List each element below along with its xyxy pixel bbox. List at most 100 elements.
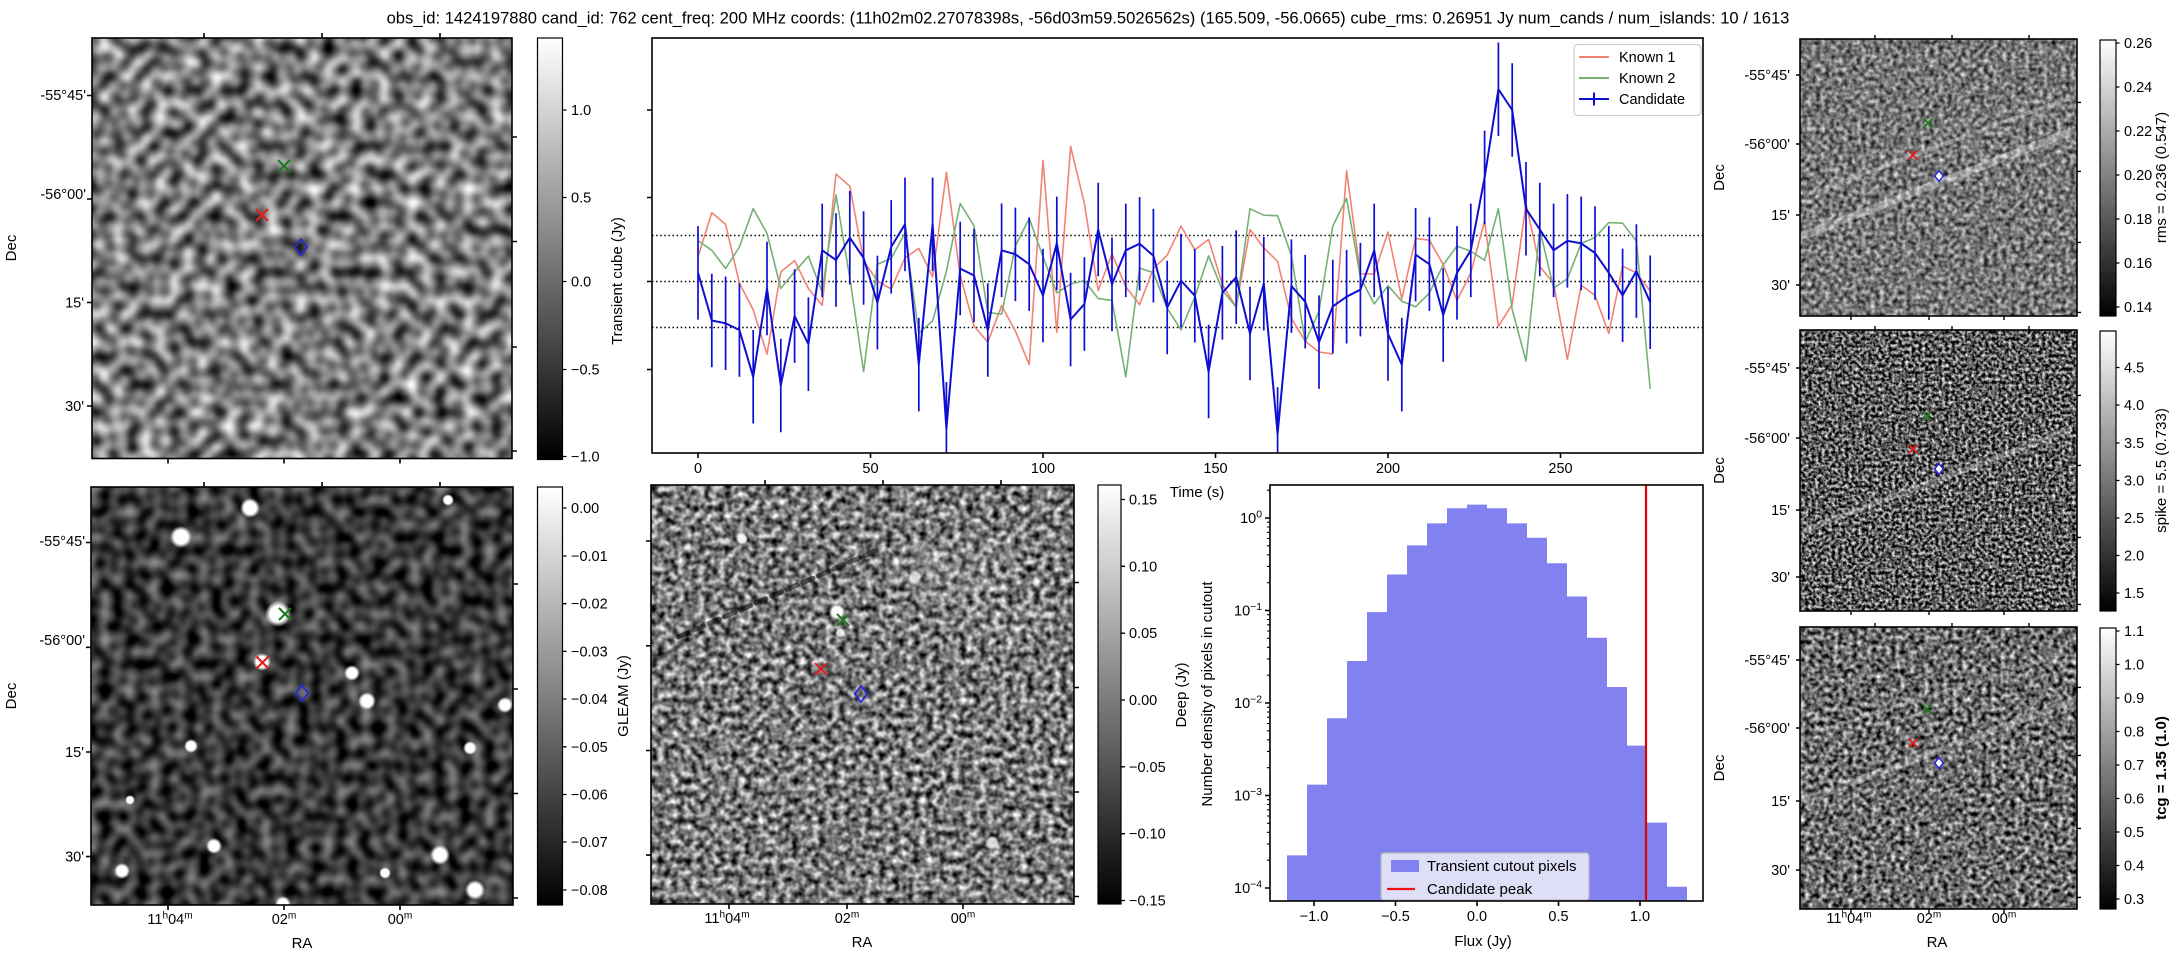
svg-text:1.0: 1.0 [571, 103, 591, 119]
svg-text:-56°00': -56°00' [40, 187, 86, 203]
svg-text:−0.02: −0.02 [571, 597, 608, 613]
svg-text:1.0: 1.0 [1630, 909, 1650, 925]
svg-text:0.26: 0.26 [2124, 36, 2152, 52]
svg-text:1.0: 1.0 [2124, 658, 2144, 674]
svg-text:-55°45': -55°45' [39, 534, 85, 550]
svg-text:Dec: Dec [1711, 164, 1728, 191]
svg-text:−0.01: −0.01 [571, 549, 608, 565]
svg-text:0.0: 0.0 [1467, 909, 1487, 925]
svg-text:Transient cube (Jy): Transient cube (Jy) [609, 217, 626, 345]
svg-text:00m​: 00m​ [951, 910, 976, 928]
svg-text:30': 30' [1771, 570, 1790, 586]
svg-text:0.5: 0.5 [571, 191, 591, 207]
svg-text:−0.5: −0.5 [571, 363, 600, 379]
svg-text:2.0: 2.0 [2124, 549, 2144, 565]
svg-text:-56°00': -56°00' [1744, 721, 1790, 737]
svg-text:Flux (Jy): Flux (Jy) [1454, 933, 1512, 950]
svg-text:30': 30' [65, 850, 84, 866]
svg-text:2.5: 2.5 [2124, 511, 2144, 527]
svg-text:15': 15' [1771, 208, 1790, 224]
svg-text:00m​: 00m​ [1992, 910, 2017, 928]
svg-text:30': 30' [1771, 278, 1790, 294]
svg-text:11h​04m​: 11h​04m​ [704, 910, 749, 928]
svg-text:obs_id: 1424197880 cand_id: 76: obs_id: 1424197880 cand_id: 762 cent_fre… [387, 9, 1790, 28]
svg-text:30': 30' [1771, 863, 1790, 879]
svg-text:100: 100 [1031, 461, 1055, 477]
svg-text:-55°45': -55°45' [40, 88, 86, 104]
svg-text:0.3: 0.3 [2124, 892, 2144, 908]
svg-text:−0.15: −0.15 [1129, 894, 1166, 910]
svg-text:Deep (Jy): Deep (Jy) [1173, 662, 1190, 727]
svg-text:0.14: 0.14 [2124, 300, 2152, 316]
svg-text:Dec: Dec [3, 234, 20, 261]
svg-text:15': 15' [1771, 503, 1790, 519]
svg-text:−0.05: −0.05 [571, 740, 608, 756]
svg-text:1.5: 1.5 [2124, 586, 2144, 602]
svg-text:−0.03: −0.03 [571, 644, 608, 660]
svg-text:tcg = 1.35 (1.0): tcg = 1.35 (1.0) [2153, 716, 2170, 820]
svg-text:Dec: Dec [3, 682, 20, 709]
svg-text:30': 30' [65, 399, 84, 415]
svg-text:rms = 0.236 (0.547): rms = 0.236 (0.547) [2153, 112, 2170, 243]
svg-text:0.0: 0.0 [571, 275, 591, 291]
svg-text:−0.07: −0.07 [571, 835, 608, 851]
svg-text:11h​04m​: 11h​04m​ [147, 911, 192, 929]
svg-text:50: 50 [862, 461, 878, 477]
svg-text:0.24: 0.24 [2124, 80, 2152, 96]
svg-text:0.4: 0.4 [2124, 859, 2144, 875]
svg-text:−0.5: −0.5 [1381, 909, 1410, 925]
svg-text:0.20: 0.20 [2124, 168, 2152, 184]
svg-text:Dec: Dec [1711, 457, 1728, 484]
svg-text:0.5: 0.5 [2124, 825, 2144, 841]
svg-text:RA: RA [852, 934, 873, 951]
svg-text:15': 15' [65, 745, 84, 761]
svg-text:Transient cutout pixels: Transient cutout pixels [1427, 858, 1577, 875]
svg-text:3.5: 3.5 [2124, 436, 2144, 452]
svg-text:150: 150 [1203, 461, 1227, 477]
svg-text:4.0: 4.0 [2124, 398, 2144, 414]
svg-text:15': 15' [65, 296, 84, 312]
svg-text:-55°45': -55°45' [1744, 653, 1790, 669]
svg-text:−1.0: −1.0 [1300, 909, 1329, 925]
svg-text:0.00: 0.00 [1129, 693, 1157, 709]
svg-text:Known 2: Known 2 [1619, 71, 1675, 87]
svg-text:15': 15' [1771, 794, 1790, 810]
svg-text:Candidate peak: Candidate peak [1427, 881, 1533, 898]
svg-text:3.0: 3.0 [2124, 474, 2144, 490]
svg-text:-56°00': -56°00' [1744, 431, 1790, 447]
svg-text:0.9: 0.9 [2124, 691, 2144, 707]
svg-text:GLEAM (Jy): GLEAM (Jy) [615, 655, 632, 737]
svg-text:250: 250 [1548, 461, 1572, 477]
svg-text:RA: RA [292, 935, 313, 952]
svg-text:−0.05: −0.05 [1129, 760, 1166, 776]
svg-text:02m​: 02m​ [835, 910, 860, 928]
svg-text:0.8: 0.8 [2124, 725, 2144, 741]
svg-text:02m​: 02m​ [1917, 910, 1942, 928]
svg-text:−0.06: −0.06 [571, 788, 608, 804]
svg-text:4.5: 4.5 [2124, 361, 2144, 377]
svg-text:-55°45': -55°45' [1744, 361, 1790, 377]
svg-text:02m​: 02m​ [272, 911, 297, 929]
svg-text:spike = 5.5 (0.733): spike = 5.5 (0.733) [2153, 408, 2170, 533]
svg-text:−0.04: −0.04 [571, 692, 608, 708]
svg-text:0.05: 0.05 [1129, 626, 1157, 642]
svg-text:Dec: Dec [1711, 754, 1728, 781]
svg-text:RA: RA [1927, 934, 1948, 951]
svg-text:0.5: 0.5 [1548, 909, 1568, 925]
svg-text:−1.0: −1.0 [571, 450, 600, 466]
svg-text:200: 200 [1376, 461, 1400, 477]
svg-text:-56°00': -56°00' [39, 633, 85, 649]
svg-text:-56°00': -56°00' [1744, 137, 1790, 153]
svg-text:0.7: 0.7 [2124, 758, 2144, 774]
svg-text:1.1: 1.1 [2124, 624, 2144, 640]
svg-text:0.6: 0.6 [2124, 792, 2144, 808]
svg-text:−0.10: −0.10 [1129, 827, 1166, 843]
svg-text:Time (s): Time (s) [1170, 484, 1224, 501]
svg-text:0.00: 0.00 [571, 501, 599, 517]
svg-text:Known 1: Known 1 [1619, 50, 1675, 66]
svg-text:0.10: 0.10 [1129, 559, 1157, 575]
svg-text:00m​: 00m​ [388, 911, 413, 929]
svg-text:0: 0 [694, 461, 702, 477]
svg-text:Number density of pixels in cu: Number density of pixels in cutout [1199, 581, 1216, 807]
svg-text:11h​04m​: 11h​04m​ [1826, 910, 1871, 928]
